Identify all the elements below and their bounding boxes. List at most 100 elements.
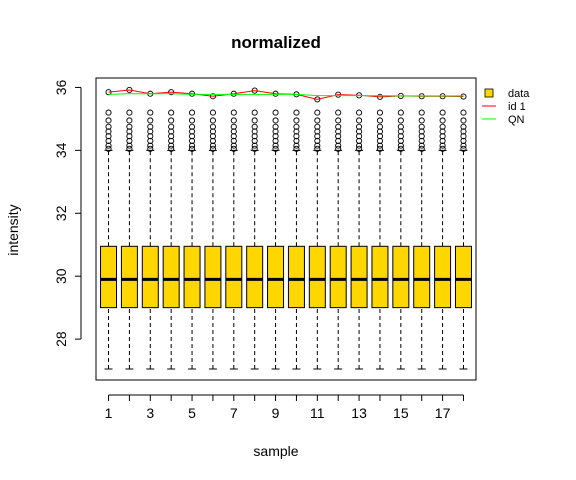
outlier-point bbox=[209, 142, 216, 149]
outlier-point bbox=[439, 133, 446, 140]
outlier-point bbox=[147, 117, 154, 124]
box-sample-8 bbox=[246, 245, 264, 309]
outlier-point bbox=[460, 128, 467, 135]
outlier-point bbox=[439, 137, 446, 144]
outlier-point bbox=[168, 117, 175, 124]
x-tick-label: 15 bbox=[393, 405, 409, 421]
outlier-point bbox=[418, 142, 425, 149]
outlier-point bbox=[147, 128, 154, 135]
x-tick-label: 11 bbox=[310, 405, 325, 421]
outlier-point bbox=[126, 137, 133, 144]
outlier-point bbox=[335, 123, 342, 130]
outlier-point bbox=[460, 133, 467, 140]
outlier-point bbox=[209, 145, 216, 152]
outlier-point bbox=[188, 142, 196, 149]
box-sample-6 bbox=[204, 245, 222, 309]
outlier-point bbox=[376, 123, 384, 130]
outlier-point bbox=[251, 133, 258, 140]
outlier-point bbox=[439, 145, 446, 152]
outlier-point bbox=[126, 109, 133, 116]
outlier-point bbox=[397, 142, 404, 149]
outlier-point bbox=[314, 145, 321, 152]
outlier-point bbox=[356, 142, 363, 149]
outlier-point bbox=[356, 133, 363, 140]
outlier-point bbox=[335, 128, 342, 135]
outlier-point bbox=[397, 117, 404, 124]
x-tick-label: 9 bbox=[272, 405, 280, 421]
y-tick-label: 28 bbox=[53, 331, 69, 347]
outlier-point bbox=[335, 145, 342, 152]
legend-label: QN bbox=[508, 114, 525, 126]
outlier-point bbox=[251, 137, 258, 144]
outlier-point bbox=[209, 137, 216, 144]
outlier-point bbox=[147, 109, 154, 116]
outlier-point bbox=[293, 109, 300, 116]
outlier-point bbox=[126, 145, 133, 152]
outlier-point bbox=[251, 142, 258, 149]
box-sample-5 bbox=[183, 245, 201, 309]
outlier-point bbox=[439, 109, 446, 116]
outlier-point bbox=[460, 117, 467, 124]
outlier-point bbox=[105, 142, 112, 149]
outlier-point bbox=[293, 133, 300, 140]
outlier-point bbox=[251, 117, 258, 124]
outlier-point bbox=[230, 117, 237, 124]
outlier-point bbox=[397, 109, 404, 116]
outlier-point bbox=[356, 145, 363, 152]
box-sample-1 bbox=[100, 245, 118, 309]
outlier-point bbox=[460, 109, 467, 116]
outlier-point bbox=[272, 142, 279, 149]
outlier-point bbox=[188, 133, 196, 140]
y-tick-label: 36 bbox=[53, 79, 69, 95]
legend-label: id 1 bbox=[508, 101, 526, 113]
outlier-point bbox=[293, 137, 300, 144]
outlier-point bbox=[272, 117, 279, 124]
chart-title: normalized bbox=[231, 33, 321, 52]
outlier-point bbox=[293, 128, 300, 135]
outlier-point bbox=[293, 123, 300, 130]
outlier-point bbox=[230, 142, 237, 149]
outlier-point bbox=[126, 117, 133, 124]
outlier-point bbox=[105, 123, 112, 130]
outlier-point bbox=[230, 128, 237, 135]
outlier-point bbox=[168, 133, 175, 140]
x-tick-label: 17 bbox=[435, 405, 451, 421]
box-sample-9 bbox=[267, 245, 285, 309]
outlier-point bbox=[376, 145, 384, 152]
outlier-point bbox=[168, 145, 175, 152]
outlier-point bbox=[168, 142, 175, 149]
y-axis: 28 30 32 34 36 bbox=[53, 79, 82, 347]
outlier-point bbox=[105, 109, 112, 116]
outlier-point bbox=[397, 128, 404, 135]
box-sample-7 bbox=[225, 245, 243, 309]
y-axis-label: intensity bbox=[5, 204, 21, 255]
outlier-point bbox=[188, 109, 196, 116]
outlier-point bbox=[293, 117, 300, 124]
outlier-point bbox=[209, 123, 216, 130]
outlier-point bbox=[209, 128, 216, 135]
outlier-point bbox=[272, 133, 279, 140]
outlier-point bbox=[356, 117, 363, 124]
outlier-point bbox=[272, 123, 279, 130]
outlier-point bbox=[105, 145, 112, 152]
outlier-point bbox=[335, 117, 342, 124]
outlier-point bbox=[356, 123, 363, 130]
outlier-point bbox=[251, 128, 258, 135]
outlier-point bbox=[439, 123, 446, 130]
outlier-point bbox=[314, 109, 321, 116]
outlier-point bbox=[460, 145, 467, 152]
y-tick-label: 34 bbox=[53, 142, 69, 158]
outlier-point bbox=[314, 128, 321, 135]
outlier-point bbox=[188, 145, 196, 152]
outlier-point bbox=[209, 133, 216, 140]
plot-marks bbox=[100, 86, 472, 370]
outlier-point bbox=[335, 109, 342, 116]
outlier-point bbox=[376, 128, 384, 135]
series-line-qn bbox=[108, 93, 464, 97]
outlier-point bbox=[251, 145, 258, 152]
x-tick-label: 1 bbox=[105, 405, 113, 421]
outlier-point bbox=[314, 123, 321, 130]
outlier-point bbox=[251, 109, 258, 116]
x-axis: 1 3 5 7 9 11 13 15 17 bbox=[105, 394, 464, 421]
